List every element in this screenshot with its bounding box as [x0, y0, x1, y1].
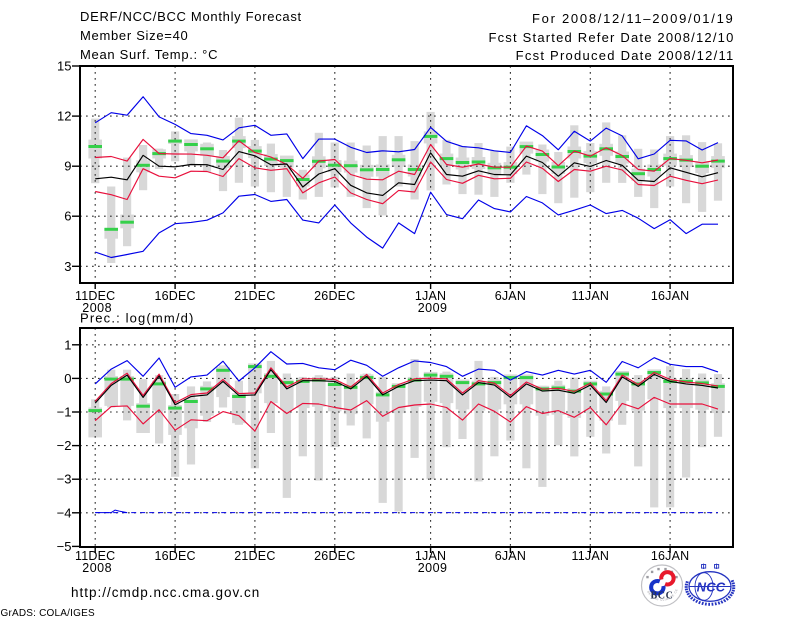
svg-text:26DEC: 26DEC [314, 549, 355, 563]
svg-text:BCC: BCC [651, 591, 674, 602]
svg-text:2008: 2008 [82, 561, 112, 575]
svg-text:0: 0 [64, 371, 71, 386]
svg-text:26DEC: 26DEC [314, 289, 355, 303]
svg-text:Member Size=40: Member Size=40 [80, 28, 188, 43]
svg-text:11JAN: 11JAN [572, 289, 610, 303]
svg-text:−4: −4 [57, 505, 72, 520]
svg-text:−3: −3 [57, 472, 72, 487]
svg-text:2009: 2009 [418, 301, 448, 315]
svg-text:2009: 2009 [418, 561, 448, 575]
svg-text:−1: −1 [57, 405, 72, 420]
svg-text:Fcst Produced Date 2008/12/11: Fcst Produced Date 2008/12/11 [516, 48, 735, 63]
svg-text:1: 1 [64, 337, 71, 352]
svg-text:Mean Surf. Temp.: °C: Mean Surf. Temp.: °C [80, 47, 218, 62]
svg-text:NCC: NCC [697, 580, 726, 595]
svg-text:16DEC: 16DEC [154, 549, 195, 563]
svg-text:6: 6 [64, 209, 71, 224]
svg-text:12: 12 [57, 109, 71, 124]
svg-text:9: 9 [64, 159, 71, 174]
svg-text:16JAN: 16JAN [651, 289, 690, 303]
svg-text:For 2008/12/11–2009/01/19: For 2008/12/11–2009/01/19 [532, 11, 735, 26]
svg-text:11JAN: 11JAN [572, 549, 610, 563]
svg-text:Prec.: log(mm/d): Prec.: log(mm/d) [80, 311, 194, 326]
svg-text:−2: −2 [57, 438, 72, 453]
svg-text:15: 15 [57, 59, 71, 74]
svg-text:3: 3 [64, 259, 71, 274]
svg-text:21DEC: 21DEC [234, 289, 275, 303]
svg-text:−5: −5 [57, 539, 72, 554]
svg-text:GrADS: COLA/IGES: GrADS: COLA/IGES [1, 608, 95, 618]
svg-text:16DEC: 16DEC [154, 289, 195, 303]
svg-text:16JAN: 16JAN [651, 549, 690, 563]
svg-text:6JAN: 6JAN [495, 549, 526, 563]
svg-text:Fcst Started Refer Date 2008/1: Fcst Started Refer Date 2008/12/10 [488, 30, 734, 45]
svg-text:DERF/NCC/BCC Monthly Forecast: DERF/NCC/BCC Monthly Forecast [80, 9, 302, 24]
svg-text:6JAN: 6JAN [495, 289, 526, 303]
svg-text:http://cmdp.ncc.cma.gov.cn: http://cmdp.ncc.cma.gov.cn [71, 585, 260, 600]
svg-text:21DEC: 21DEC [234, 549, 275, 563]
